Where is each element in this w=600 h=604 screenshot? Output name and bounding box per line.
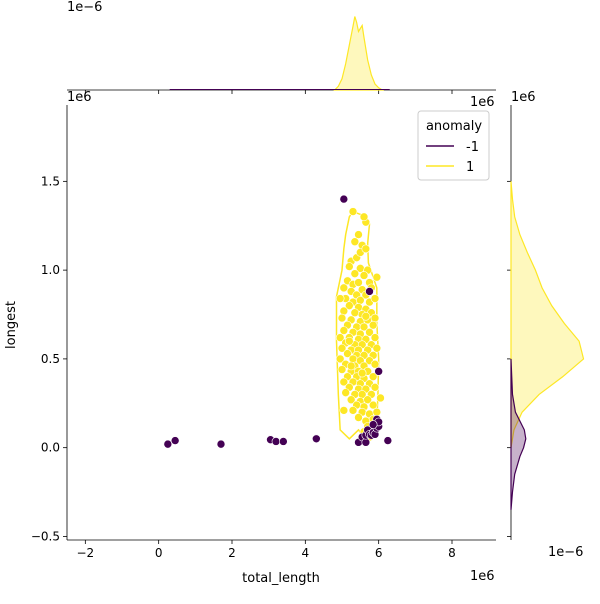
x-tick-label: 4 [302, 546, 310, 560]
scatter-point-1 [339, 306, 349, 316]
scatter-point-1 [350, 308, 360, 318]
scatter-point-1 [339, 283, 349, 293]
scatter-point-1 [345, 301, 354, 310]
scatter-point-neg1 [365, 287, 374, 296]
scatter-point-1 [359, 271, 369, 280]
main-y-offset-label: 1e6 [67, 90, 92, 105]
scatter-point-1 [368, 400, 378, 410]
main-plot-area: −2 0 2 4 6 8 −0.5 0.0 0.5 1.0 1.5 [31, 105, 496, 560]
scatter-point-1 [363, 395, 372, 405]
scatter-point-1 [343, 349, 352, 358]
x-tick-label: 0 [155, 546, 163, 560]
scatter-point-1 [361, 244, 371, 254]
x-tick-label: 6 [375, 546, 383, 560]
scatter-point-neg1 [170, 436, 180, 445]
right-kde-1 [510, 181, 585, 448]
scatter-point-1 [372, 407, 382, 417]
scatter-point-neg1 [271, 437, 281, 446]
y-tick-label: 1.5 [41, 174, 60, 188]
scatter-point-neg1 [361, 438, 371, 447]
scatter-point-1 [370, 333, 380, 342]
scatter-point-1 [376, 393, 385, 403]
scatter-point-1 [348, 406, 358, 415]
scatter-point-1 [357, 368, 367, 378]
scatter-point-1 [368, 372, 378, 381]
scatter-point-1 [335, 294, 345, 303]
right-kde-neg1 [510, 358, 527, 510]
legend: anomaly -1 1 [417, 110, 490, 181]
scatter-point-1 [335, 354, 345, 364]
scatter-point-neg1 [312, 434, 321, 444]
scatter-point-1 [370, 383, 380, 392]
y-tick-label: 1.0 [41, 263, 60, 277]
scatter-point-1 [370, 359, 380, 369]
scatter-point-neg1 [216, 439, 226, 449]
top-kde-1 [333, 16, 385, 91]
scatter-point-1 [372, 343, 382, 353]
scatter-point-1 [345, 262, 354, 271]
top-marginal-right-label: 1e6 [470, 95, 495, 110]
scatter-point-1 [361, 311, 371, 321]
scatter-point-1 [370, 313, 380, 323]
scatter-point-1 [372, 272, 382, 282]
y-axis-label: longest [4, 301, 19, 349]
scatter-point-1 [365, 327, 374, 337]
scatter-point-1 [341, 388, 350, 397]
main-x-offset-label: 1e6 [470, 569, 495, 584]
scatter-point-neg1 [368, 420, 378, 429]
scatter-point-1 [337, 365, 347, 374]
scatter-point-1 [348, 207, 358, 216]
scatter-point-1 [346, 395, 356, 405]
scatter-point-1 [335, 333, 345, 342]
y-tick-label: 0.5 [41, 352, 60, 366]
scatter-point-1 [368, 320, 378, 330]
scatter-point-1 [359, 322, 369, 332]
scatter-point-1 [346, 361, 356, 371]
legend-label-neg1: -1 [466, 140, 479, 155]
scatter-point-neg1 [163, 439, 173, 449]
scatter-point-1 [345, 336, 354, 346]
right-marginal-kde [507, 105, 585, 540]
x-tick-label: −2 [76, 546, 94, 560]
x-tick-label: 8 [448, 546, 456, 560]
y-tick-label: 0.0 [41, 441, 60, 455]
scatter-point-1 [337, 343, 347, 353]
scatter-point-1 [356, 296, 365, 305]
scatter-point-1 [348, 354, 358, 364]
legend-label-1: 1 [466, 160, 474, 175]
scatter-point-1 [337, 313, 347, 323]
top-marginal-kde [67, 16, 496, 94]
legend-title: anomaly [426, 119, 482, 134]
scatter-point-1 [339, 377, 349, 387]
scatter-point-neg1 [339, 194, 349, 204]
scatter-point-neg1 [374, 367, 383, 376]
y-tick-label: −0.5 [31, 529, 60, 543]
scatter-point-1 [350, 269, 360, 278]
scatter-point-1 [354, 230, 363, 239]
scatter-point-1 [339, 326, 349, 335]
top-marginal-offset-label: 1e−6 [67, 0, 102, 15]
x-tick-label: 2 [228, 546, 236, 560]
scatter-point-1 [370, 294, 380, 303]
scatter-point-1 [359, 212, 369, 222]
x-axis-label: total_length [242, 571, 320, 586]
right-marginal-offset-label: 1e−6 [548, 545, 583, 560]
scatter-point-1 [354, 413, 363, 422]
scatter-point-neg1 [279, 437, 288, 446]
scatter-point-1 [354, 278, 363, 287]
scatter-point-1 [339, 406, 349, 415]
scatter-point-1 [350, 237, 360, 247]
scatter-point-neg1 [383, 436, 393, 445]
right-marginal-top-label: 1e6 [511, 90, 536, 105]
